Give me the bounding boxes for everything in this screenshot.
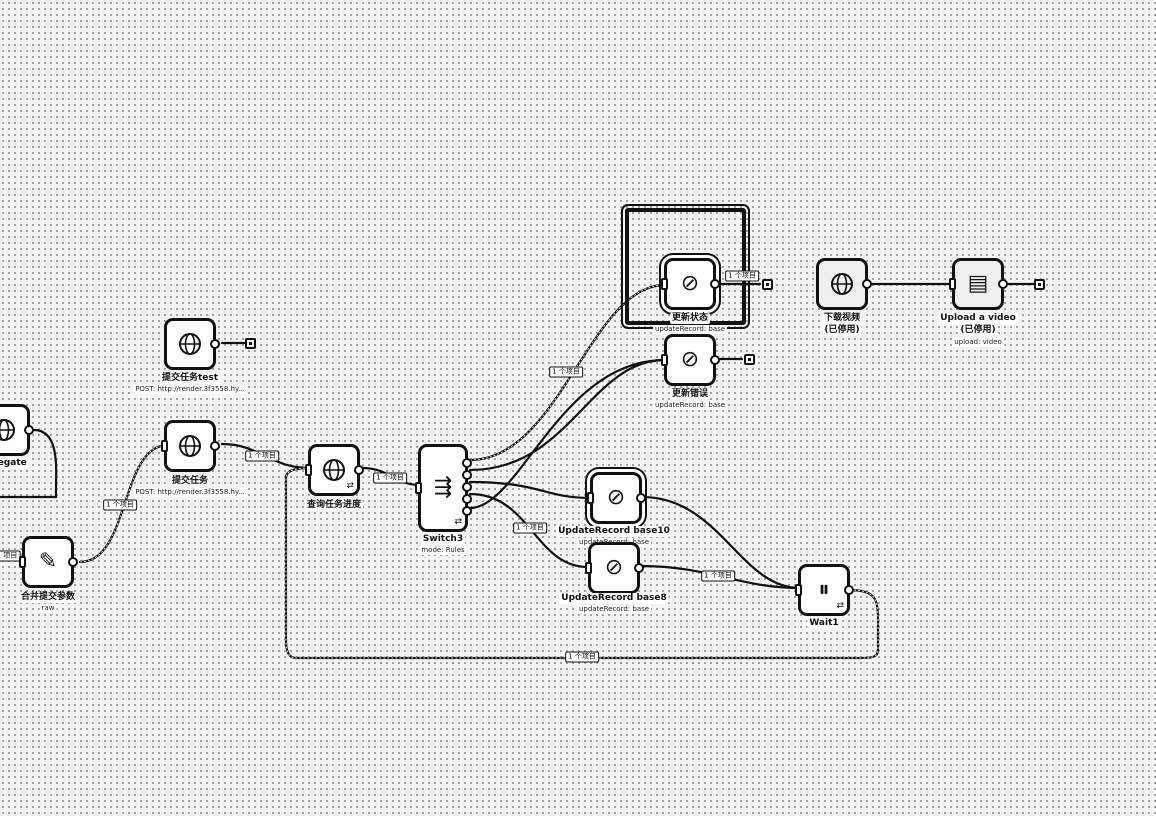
- connection-switch-update10: [468, 480, 592, 500]
- webhook-icon: ⇄: [836, 601, 844, 611]
- output-port[interactable]: [68, 557, 78, 567]
- edge-label: 1 个项目: [513, 522, 547, 534]
- node-label: 下载视频: [821, 313, 863, 324]
- node-label: 合并提交参数: [18, 592, 78, 603]
- node-submit[interactable]: [161, 420, 220, 472]
- node-label: 查询任务进度: [304, 500, 364, 511]
- node-label: 更新错误: [669, 389, 711, 400]
- node-subtitle: raw: [39, 604, 57, 613]
- table-record-icon: ⊘: [606, 485, 626, 510]
- output-port[interactable]: [462, 482, 472, 492]
- node-update-record-base8[interactable]: ⊘: [585, 542, 644, 594]
- node-aggregate[interactable]: [0, 404, 34, 456]
- output-port[interactable]: [462, 494, 472, 504]
- node-label: 提交任务: [169, 476, 211, 487]
- output-port[interactable]: [210, 339, 220, 349]
- add-node-button[interactable]: [762, 279, 773, 290]
- node-label: Switch3: [420, 534, 466, 545]
- table-record-icon: ⊘: [680, 271, 700, 296]
- input-port[interactable]: [795, 584, 802, 596]
- output-port[interactable]: [710, 279, 720, 289]
- node-label: UpdateRecord base8: [559, 593, 669, 604]
- edge-label: 1 个项目: [565, 651, 599, 663]
- node-label: 提交任务test: [159, 373, 221, 384]
- node-subtitle: updateRecord: base: [652, 325, 728, 334]
- output-port[interactable]: [462, 506, 472, 516]
- node-subtitle: mode: Rules: [419, 546, 467, 555]
- connection-switch-extra: [468, 358, 667, 510]
- output-port[interactable]: [462, 470, 472, 480]
- node-subtitle: updateRecord: base: [576, 605, 652, 614]
- node-subtitle: POST: http://render.3f3558.hy...: [133, 488, 247, 497]
- connection-aggregate-loop: [0, 428, 58, 499]
- edge-label: 1 个项目: [245, 450, 279, 462]
- output-port[interactable]: [462, 458, 472, 468]
- output-port[interactable]: [844, 585, 854, 595]
- edge-label: 1 个项目: [103, 499, 137, 511]
- edge-label: 1 个项目: [373, 472, 407, 484]
- edge-label: 1 个项目: [725, 270, 759, 282]
- pencil-icon: ✎: [38, 549, 58, 574]
- output-port[interactable]: [636, 493, 646, 503]
- input-port[interactable]: [587, 492, 594, 504]
- globe-icon: [831, 273, 853, 295]
- switch-icon: ⇶: [433, 475, 453, 500]
- node-merge[interactable]: ✎: [19, 536, 78, 588]
- node-label: Upload a video: [938, 313, 1018, 324]
- output-port[interactable]: [354, 465, 364, 475]
- globe-icon: [323, 459, 345, 481]
- add-node-button[interactable]: [245, 338, 256, 349]
- node-download-video[interactable]: [816, 258, 872, 310]
- connection-wait-loop: [284, 466, 880, 660]
- node-disabled-label: (已停用): [822, 325, 862, 336]
- table-record-icon: ⊘: [604, 555, 624, 580]
- node-update-error[interactable]: ⊘: [661, 334, 720, 386]
- node-label: Wait1: [807, 618, 841, 629]
- node-query-progress[interactable]: ⇄: [305, 444, 364, 496]
- edge-label: 1 项目: [0, 550, 21, 562]
- output-port[interactable]: [210, 441, 220, 451]
- edge-label: 1 个项目: [701, 570, 735, 582]
- node-label: 更新状态: [669, 313, 711, 324]
- output-port[interactable]: [634, 563, 644, 573]
- globe-icon: [0, 419, 15, 441]
- table-record-icon: ⊘: [680, 347, 700, 372]
- node-submit-test[interactable]: [164, 318, 220, 370]
- node-update-status[interactable]: ⊘: [661, 258, 720, 310]
- webhook-icon: ⇄: [346, 481, 354, 491]
- add-node-button[interactable]: [744, 354, 755, 365]
- webhook-icon: ⇄: [454, 517, 462, 527]
- node-label: UpdateRecord base10: [556, 526, 672, 537]
- node-subtitle: updateRecord: base: [652, 401, 728, 410]
- node-label: regate: [0, 458, 29, 469]
- connection-switch-updateb: [468, 358, 667, 472]
- input-port[interactable]: [19, 556, 26, 568]
- globe-icon: [179, 435, 201, 457]
- input-port[interactable]: [949, 278, 956, 290]
- node-subtitle: POST: http://render.3f3558.hy...: [133, 385, 247, 394]
- pause-icon: ⏸: [818, 577, 830, 602]
- node-wait[interactable]: ⏸ ⇄: [795, 564, 854, 616]
- node-disabled-label: (已停用): [958, 325, 998, 336]
- output-port[interactable]: [710, 355, 720, 365]
- input-port[interactable]: [305, 464, 312, 476]
- node-switch[interactable]: ⇶ ⇄: [415, 444, 472, 532]
- output-port[interactable]: [998, 279, 1008, 289]
- connection-update10-wait: [640, 495, 802, 590]
- input-port[interactable]: [161, 440, 168, 452]
- output-port[interactable]: [862, 279, 872, 289]
- globe-icon: [179, 333, 201, 355]
- input-port[interactable]: [415, 482, 422, 494]
- node-upload-video[interactable]: ▤: [949, 258, 1008, 310]
- add-node-button[interactable]: [1034, 279, 1045, 290]
- node-subtitle: upload: video: [952, 338, 1004, 347]
- node-update-record-base10[interactable]: ⊘: [587, 472, 646, 524]
- input-port[interactable]: [661, 354, 668, 366]
- output-port[interactable]: [24, 425, 34, 435]
- input-port[interactable]: [661, 278, 668, 290]
- input-port[interactable]: [585, 562, 592, 574]
- edge-label: 1 个项目: [549, 366, 583, 378]
- document-icon: ▤: [967, 271, 989, 296]
